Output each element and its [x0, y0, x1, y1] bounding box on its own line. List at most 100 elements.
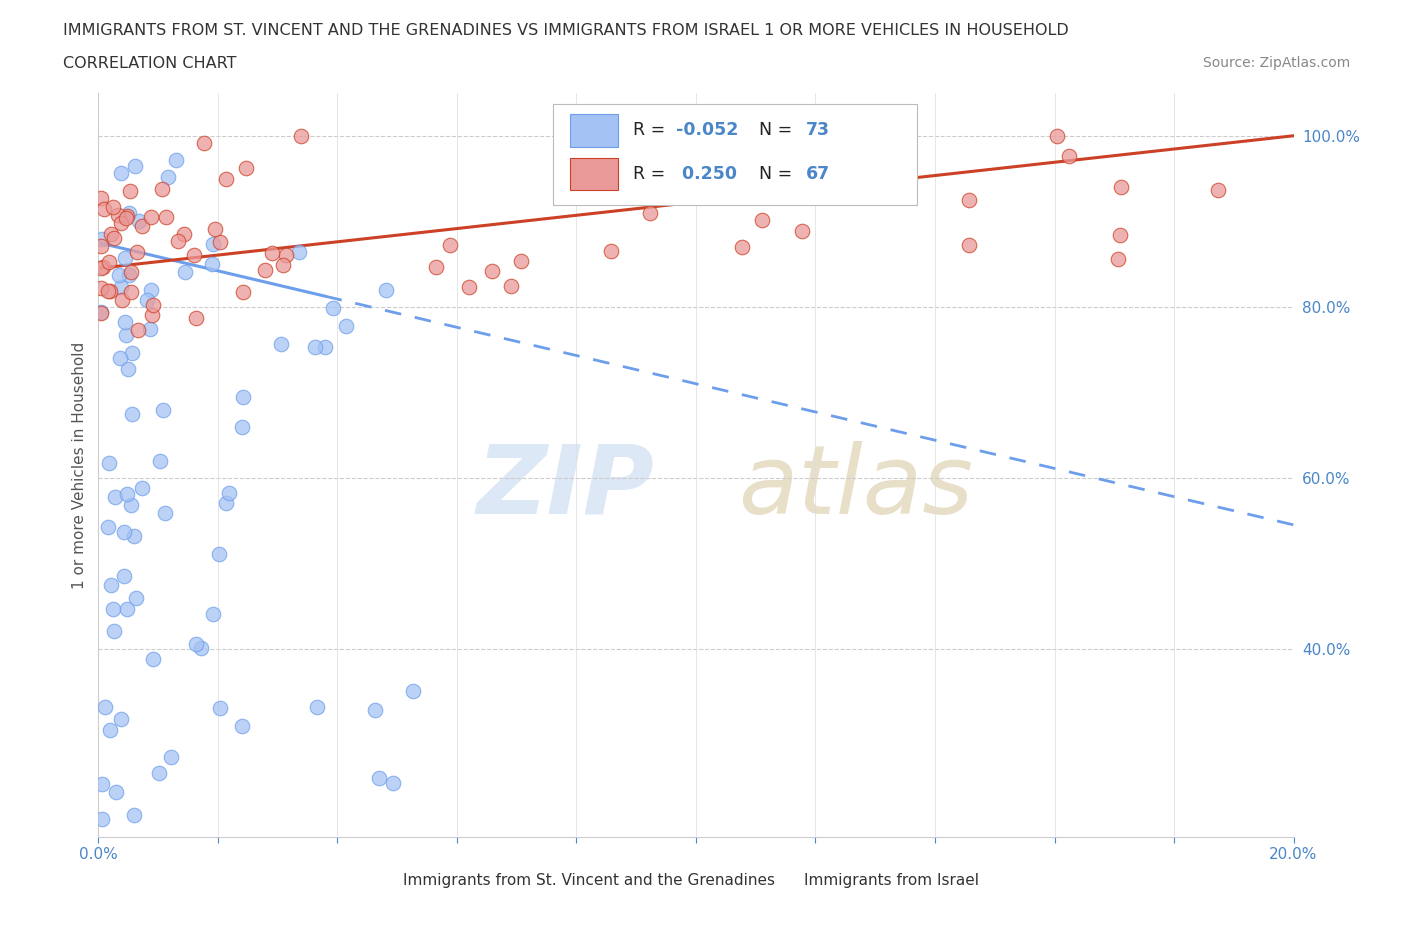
Point — [202, 237, 225, 252]
Point — [499, 278, 522, 293]
Text: ZIP: ZIP — [477, 441, 654, 534]
Point — [115, 327, 138, 342]
Point — [118, 206, 141, 220]
Point — [98, 455, 121, 470]
Point — [125, 591, 148, 605]
Point — [122, 807, 145, 822]
Point — [141, 308, 163, 323]
Point — [1057, 148, 1080, 163]
Text: R =: R = — [633, 121, 671, 140]
Point — [152, 402, 174, 417]
Point — [231, 420, 253, 435]
Point — [98, 284, 121, 299]
Point — [1107, 252, 1129, 267]
Point — [94, 699, 117, 714]
Point — [100, 227, 122, 242]
Point — [112, 568, 135, 583]
Point — [124, 159, 146, 174]
Point — [184, 636, 207, 651]
Point — [108, 351, 131, 365]
FancyBboxPatch shape — [553, 104, 917, 205]
Point — [314, 339, 336, 354]
Point — [425, 259, 447, 274]
Y-axis label: 1 or more Vehicles in Household: 1 or more Vehicles in Household — [72, 341, 87, 589]
Text: -0.052: -0.052 — [676, 121, 738, 140]
Point — [131, 480, 153, 495]
Text: R =: R = — [633, 165, 671, 183]
Point — [114, 250, 136, 265]
Point — [824, 162, 846, 177]
Point — [270, 336, 292, 351]
Point — [215, 496, 238, 511]
Point — [120, 285, 142, 299]
Text: 73: 73 — [806, 121, 830, 140]
Point — [439, 237, 461, 252]
Point — [141, 283, 163, 298]
Point — [153, 506, 176, 521]
Point — [304, 339, 326, 354]
Point — [747, 146, 769, 161]
Point — [108, 267, 131, 282]
Point — [157, 170, 180, 185]
Point — [509, 254, 531, 269]
Point — [165, 153, 187, 167]
Point — [101, 199, 124, 214]
Point — [1206, 182, 1229, 197]
Point — [731, 240, 754, 255]
Point — [100, 578, 122, 592]
Point — [232, 284, 254, 299]
Point — [112, 525, 135, 539]
Text: IMMIGRANTS FROM ST. VINCENT AND THE GRENADINES VS IMMIGRANTS FROM ISRAEL 1 OR MO: IMMIGRANTS FROM ST. VINCENT AND THE GREN… — [63, 23, 1069, 38]
Point — [97, 255, 120, 270]
Point — [111, 293, 134, 308]
Point — [307, 700, 329, 715]
Point — [118, 183, 141, 198]
Point — [367, 770, 389, 785]
Point — [183, 247, 205, 262]
Point — [842, 184, 865, 199]
Point — [375, 282, 398, 297]
Point — [107, 207, 129, 222]
FancyBboxPatch shape — [571, 157, 619, 191]
Point — [117, 208, 139, 223]
Point — [110, 215, 132, 230]
Point — [127, 323, 149, 338]
Point — [90, 306, 112, 321]
Text: N =: N = — [759, 121, 799, 140]
Point — [90, 260, 112, 275]
Point — [115, 601, 138, 616]
Point — [120, 265, 142, 280]
Point — [287, 245, 309, 259]
Point — [114, 314, 136, 329]
Point — [91, 812, 114, 827]
Point — [1109, 179, 1132, 194]
Point — [218, 485, 240, 500]
Point — [103, 601, 125, 616]
Point — [131, 219, 153, 233]
Point — [120, 498, 142, 512]
Point — [204, 222, 226, 237]
Point — [142, 652, 165, 667]
Point — [957, 193, 980, 207]
Point — [271, 258, 294, 272]
Text: atlas: atlas — [738, 441, 973, 534]
Point — [103, 231, 125, 246]
Point — [91, 777, 114, 791]
Text: Source: ZipAtlas.com: Source: ZipAtlas.com — [1202, 56, 1350, 70]
Text: CORRELATION CHART: CORRELATION CHART — [63, 56, 236, 71]
Point — [135, 292, 157, 307]
Point — [335, 318, 357, 333]
Point — [117, 487, 139, 502]
Point — [640, 206, 662, 220]
FancyBboxPatch shape — [571, 113, 619, 147]
Point — [274, 247, 297, 262]
Point — [790, 224, 813, 239]
Point — [110, 280, 132, 295]
Point — [127, 245, 149, 259]
Point — [155, 209, 177, 224]
Point — [110, 711, 132, 726]
Point — [90, 232, 112, 246]
Point — [957, 238, 980, 253]
Point — [202, 607, 225, 622]
Text: N =: N = — [759, 165, 799, 183]
